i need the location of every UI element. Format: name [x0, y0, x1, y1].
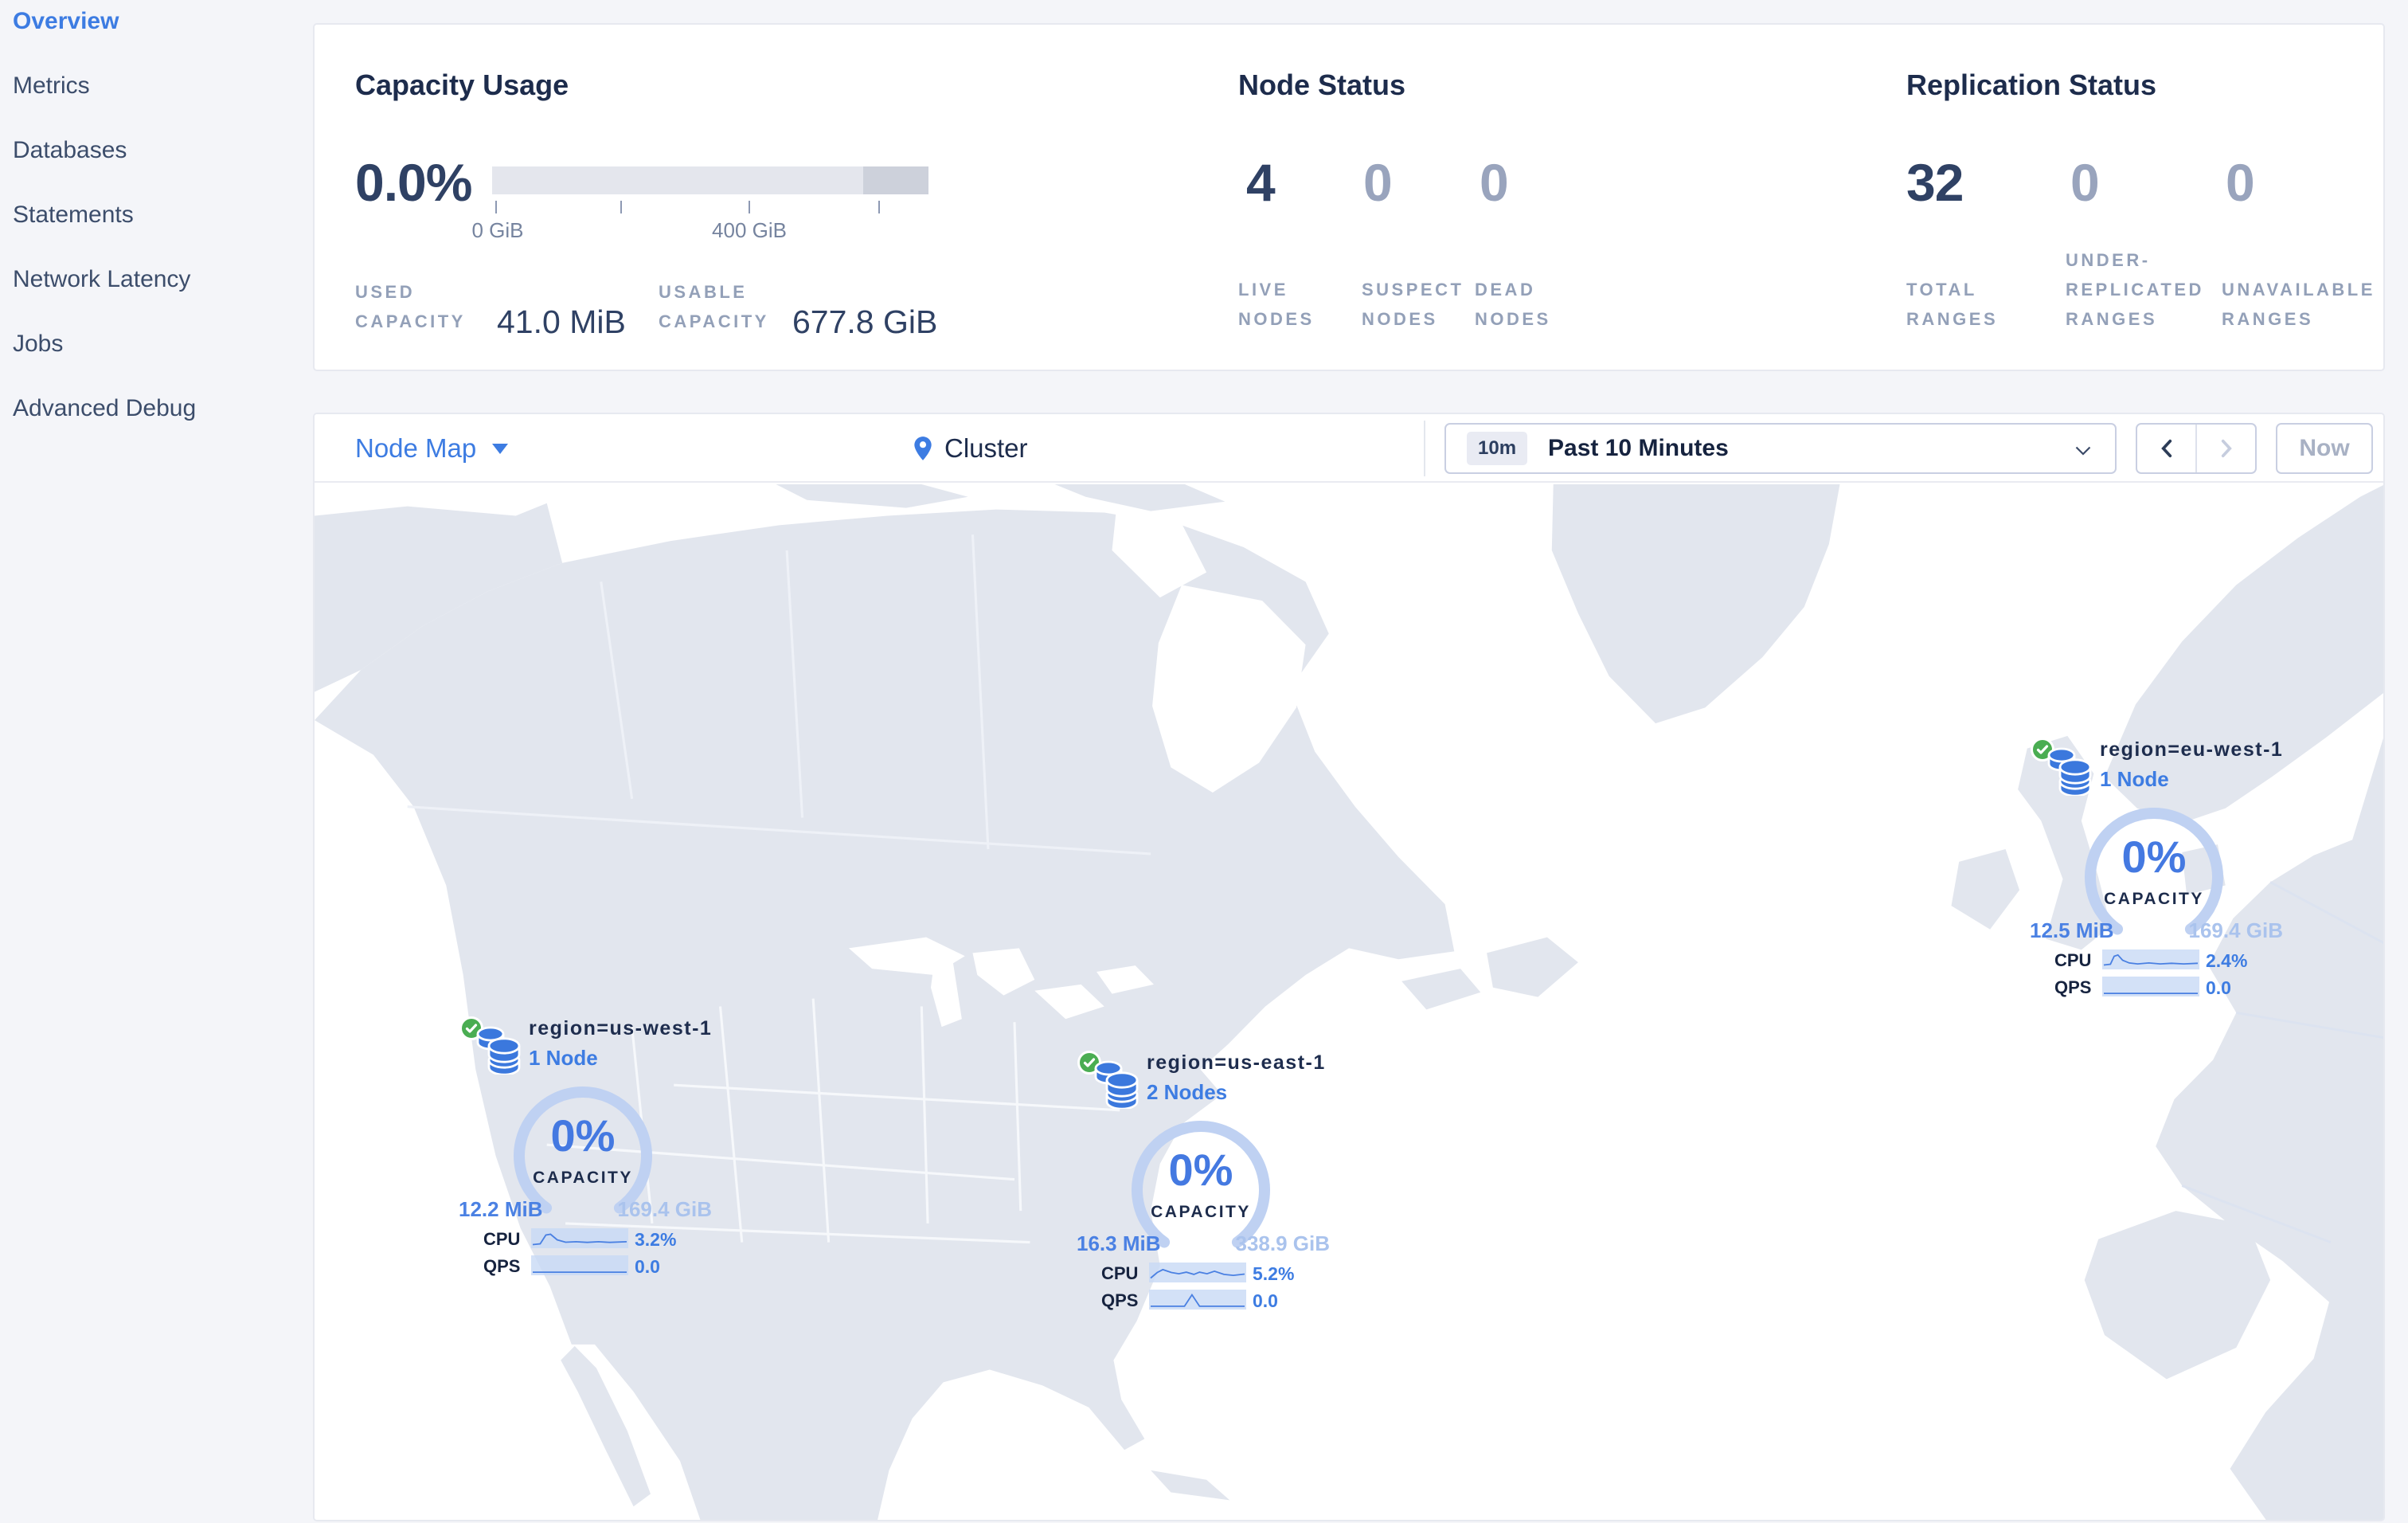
cpu-label: CPU — [483, 1229, 521, 1249]
node-status-title: Node Status — [1238, 69, 1406, 101]
capacity-gauge-arc — [514, 1086, 652, 1214]
view-selector-dropdown[interactable]: Node Map — [355, 414, 509, 483]
breadcrumb[interactable]: Cluster — [913, 414, 1028, 483]
map-pin-icon — [914, 437, 932, 460]
used-capacity-label: USED CAPACITY — [355, 282, 466, 331]
under-replicated-count: 0 — [2070, 153, 2100, 212]
capacity-gauge — [2074, 797, 2234, 957]
capacity-gauge — [503, 1076, 663, 1235]
time-range-dropdown[interactable]: 10m Past 10 Minutes — [1444, 423, 2117, 474]
live-nodes-label: LIVE NODES — [1238, 280, 1315, 329]
region-used-capacity: 12.5 MiB — [2030, 918, 2114, 942]
chevron-down-icon — [2075, 446, 2091, 456]
unavailable-count: 0 — [2226, 153, 2255, 212]
capacity-gauge-percent: 0% — [1168, 1145, 1233, 1195]
capacity-bar-reserved-segment — [863, 166, 928, 194]
region-usable-capacity: 338.9 GiB — [1235, 1231, 1330, 1255]
capacity-gauge-label: CAPACITY — [1151, 1203, 1251, 1221]
region-label: region=eu-west-1 — [2100, 738, 2284, 761]
capacity-gauge-label: CAPACITY — [533, 1169, 633, 1187]
capacity-gauge-label: CAPACITY — [2104, 890, 2204, 908]
region-marker: region=us-west-1 1 Node 0% CAPACITY 12.2… — [440, 1016, 726, 1286]
used-capacity-value: 41.0 MiB — [497, 303, 626, 340]
database-stack-icon — [476, 1026, 521, 1075]
time-range-badge: 10m — [1467, 432, 1528, 465]
capacity-tick-0: 0 GiB — [471, 218, 524, 242]
cluster-summary-panel: Capacity Usage 0.0% 0 GiB 400 GiB USED C… — [313, 23, 2385, 371]
qps-value: 0.0 — [2206, 977, 2231, 998]
time-prev-button[interactable] — [2137, 425, 2197, 472]
time-next-button[interactable] — [2197, 425, 2255, 472]
suspect-nodes-label: SUSPECT NODES — [1362, 280, 1464, 329]
region-label: region=us-east-1 — [1147, 1051, 1326, 1074]
sidebar-item-databases[interactable]: Databases — [13, 137, 127, 163]
capacity-gauge — [1121, 1110, 1280, 1270]
time-pager — [2136, 423, 2257, 474]
dead-nodes-label: DEAD NODES — [1475, 280, 1551, 329]
cpu-value: 3.2% — [635, 1229, 677, 1250]
region-used-capacity: 16.3 MiB — [1077, 1231, 1161, 1255]
region-nodes-link[interactable]: 1 Node — [529, 1046, 598, 1070]
under-replicated-label: UNDER-REPLICATED RANGES — [2066, 250, 2204, 329]
database-stack-icon — [2047, 747, 2092, 796]
capacity-bar — [492, 166, 928, 194]
qps-sparkline — [2102, 977, 2199, 996]
sidebar-item-advanced-debug[interactable]: Advanced Debug — [13, 395, 197, 421]
capacity-percent: 0.0% — [355, 153, 472, 212]
cpu-value: 5.2% — [1253, 1263, 1295, 1284]
capacity-tick-400: 400 GiB — [712, 218, 787, 242]
map-toolbar: Node Map Cluster 10m Past 10 Minutes — [315, 414, 2383, 483]
region-usable-capacity: 169.4 GiB — [2188, 918, 2283, 942]
node-map-panel: Node Map Cluster 10m Past 10 Minutes — [313, 413, 2385, 1521]
breadcrumb-cluster: Cluster — [944, 433, 1028, 463]
database-stack-icon — [1094, 1060, 1139, 1109]
capacity-gauge-arc — [2085, 808, 2223, 935]
cpu-value: 2.4% — [2206, 950, 2248, 971]
sidebar-item-jobs[interactable]: Jobs — [13, 331, 64, 357]
time-range-label: Past 10 Minutes — [1548, 435, 1729, 461]
view-selector-label: Node Map — [355, 433, 477, 463]
cpu-sparkline — [2102, 949, 2199, 969]
total-ranges-count: 32 — [1906, 153, 1964, 212]
region-used-capacity: 12.2 MiB — [459, 1197, 543, 1221]
replication-status-title: Replication Status — [1906, 69, 2157, 101]
usable-capacity-label: USABLE CAPACITY — [659, 282, 769, 331]
cpu-sparkline — [531, 1228, 628, 1248]
capacity-gauge-percent: 0% — [550, 1110, 616, 1161]
total-ranges-label: TOTAL RANGES — [1906, 280, 1999, 329]
now-button[interactable]: Now — [2276, 423, 2373, 474]
region-usable-capacity: 169.4 GiB — [617, 1197, 712, 1221]
qps-sparkline — [1149, 1290, 1246, 1310]
capacity-gauge-arc — [1132, 1121, 1270, 1248]
region-nodes-link[interactable]: 2 Nodes — [1147, 1080, 1228, 1104]
suspect-nodes-count: 0 — [1363, 153, 1393, 212]
qps-label: QPS — [2054, 977, 2092, 997]
qps-value: 0.0 — [635, 1256, 660, 1277]
cpu-sparkline — [1149, 1263, 1246, 1282]
qps-label: QPS — [483, 1256, 521, 1276]
sidebar-item-overview[interactable]: Overview — [13, 8, 119, 34]
region-nodes-link[interactable]: 1 Node — [2100, 767, 2169, 791]
region-marker: region=eu-west-1 1 Node 0% CAPACITY 12.5… — [2011, 737, 2297, 1008]
live-nodes-count: 4 — [1246, 153, 1276, 212]
unavailable-label: UNAVAILABLE RANGES — [2222, 280, 2375, 329]
region-marker: region=us-east-1 2 Nodes 0% CAPACITY 16.… — [1057, 1050, 1344, 1321]
usable-capacity-value: 677.8 GiB — [792, 303, 938, 340]
cpu-label: CPU — [1101, 1263, 1139, 1283]
sidebar-item-network-latency[interactable]: Network Latency — [13, 266, 191, 292]
chevron-down-icon — [492, 443, 509, 454]
region-label: region=us-west-1 — [529, 1017, 713, 1039]
qps-label: QPS — [1101, 1290, 1139, 1310]
sidebar: Overview Metrics Databases Statements Networ… — [0, 0, 313, 1523]
qps-value: 0.0 — [1253, 1290, 1278, 1311]
capacity-usage-title: Capacity Usage — [355, 69, 569, 101]
qps-sparkline — [531, 1255, 628, 1275]
sidebar-item-statements[interactable]: Statements — [13, 202, 134, 228]
sidebar-item-metrics[interactable]: Metrics — [13, 72, 90, 99]
toolbar-divider — [1424, 421, 1425, 476]
cpu-label: CPU — [2054, 950, 2092, 970]
capacity-gauge-percent: 0% — [2121, 832, 2187, 882]
dead-nodes-count: 0 — [1480, 153, 1509, 212]
